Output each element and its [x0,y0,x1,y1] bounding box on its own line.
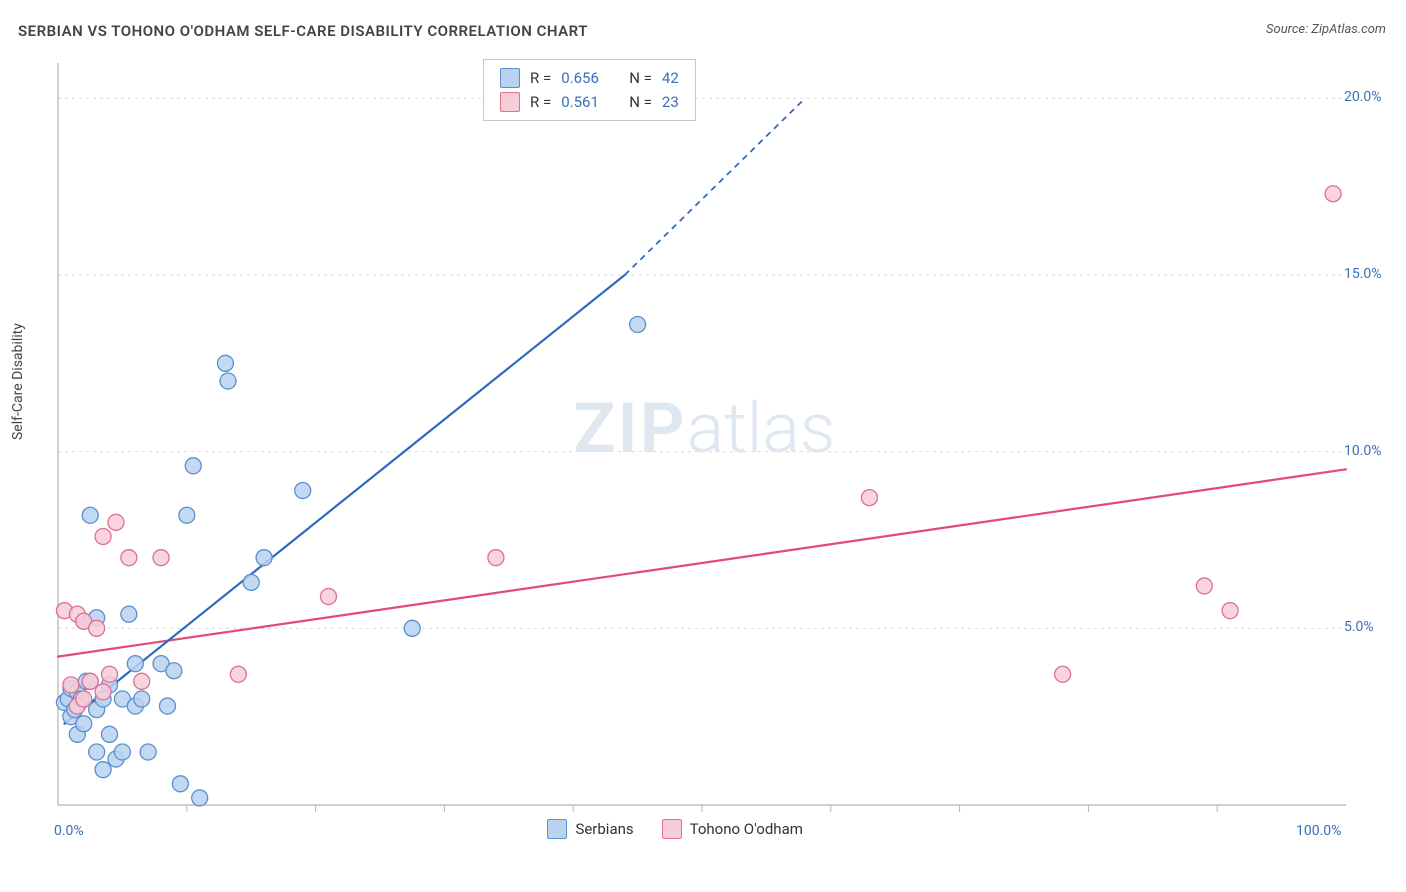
chart-svg [48,55,1386,825]
scatter-chart [48,55,1386,825]
series-legend: Serbians Tohono O'odham [547,819,802,839]
correlation-legend: R = 0.656 N = 42 R = 0.561 N = 23 [483,59,696,121]
y-tick-label: 5.0% [1344,619,1374,635]
y-tick-label: 15.0% [1344,266,1382,282]
y-axis-label: Self-Care Disability [10,323,26,440]
legend-swatch [500,92,520,112]
legend-stat-row: R = 0.656 N = 42 [500,66,679,90]
y-tick-label: 20.0% [1344,89,1382,105]
legend-series-label: Tohono O'odham [690,820,803,838]
legend-stat-row: R = 0.561 N = 23 [500,90,679,114]
legend-series-label: Serbians [575,820,633,838]
legend-r-label: R = [530,66,551,90]
legend-series-item: Tohono O'odham [662,819,803,839]
legend-swatch [547,819,567,839]
legend-r-value: 0.656 [561,66,611,90]
legend-r-value: 0.561 [561,90,611,114]
legend-swatch [662,819,682,839]
x-tick-label: 0.0% [54,823,84,839]
legend-swatch [500,68,520,88]
y-tick-label: 10.0% [1344,443,1382,459]
legend-n-label: N = [629,66,652,90]
legend-n-label: N = [629,90,652,114]
chart-title: SERBIAN VS TOHONO O'ODHAM SELF-CARE DISA… [18,22,588,40]
legend-n-value: 23 [662,90,679,114]
legend-r-label: R = [530,90,551,114]
source-attribution: Source: ZipAtlas.com [1266,22,1386,37]
x-tick-label: 100.0% [1296,823,1341,839]
legend-n-value: 42 [662,66,679,90]
legend-series-item: Serbians [547,819,633,839]
